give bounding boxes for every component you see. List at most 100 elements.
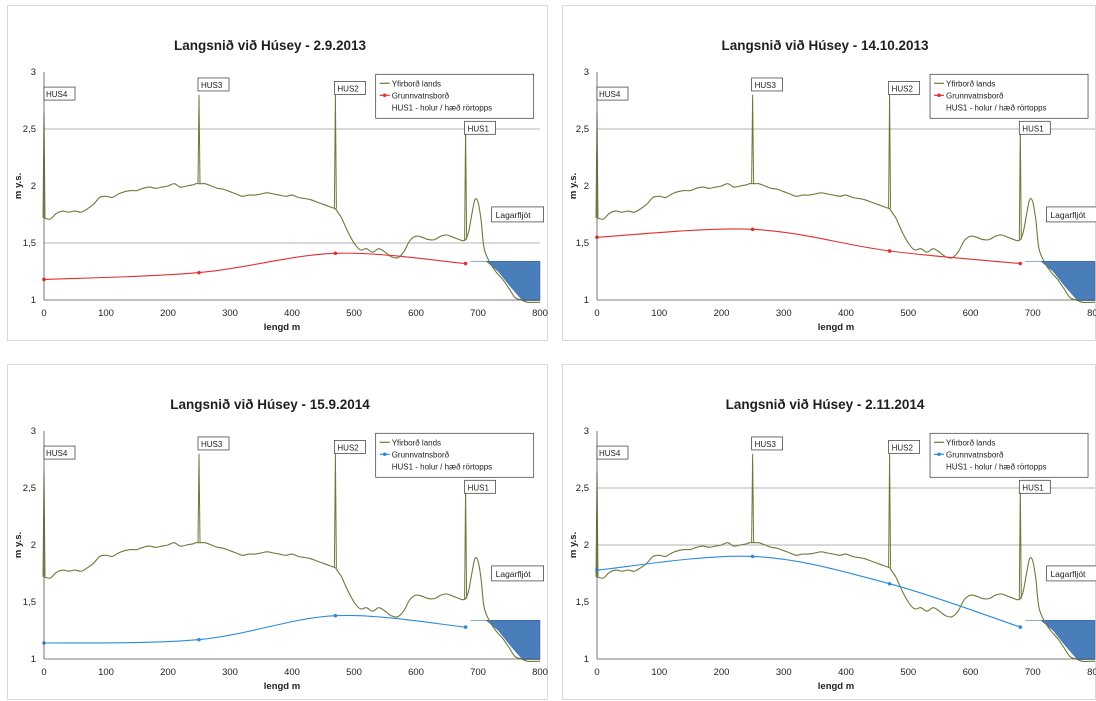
x-tick-label: 400 [838,667,854,678]
groundwater-point [463,261,468,266]
y-tick-label: 2 [31,540,36,551]
x-tick-label: 800 [532,308,548,319]
river-body [470,619,541,660]
river-label-box [1046,565,1096,582]
well-label: HUS1 [1022,124,1044,133]
x-tick-label: 200 [160,308,176,319]
y-tick-label: 1 [31,295,36,306]
x-tick-label: 700 [470,667,486,678]
well-label-box [43,445,76,460]
legend-entry: Yfirborð lands [392,438,441,447]
x-tick-label: 300 [222,667,238,678]
x-tick-label: 200 [160,667,176,678]
chart-svg-3: Langsnið við Húsey - 15.9.201411,522,530… [13,397,548,692]
well-label-box [334,440,366,454]
x-tick-label: 600 [963,308,979,319]
well-label: HUS3 [755,81,777,90]
ground-surface-line [43,541,540,663]
groundwater-point [197,270,201,275]
x-tick-label: 0 [41,308,46,319]
chart-svg-2: Langsnið við Húsey - 14.10.2013 1 1,5 2 2,5 3… [568,38,1096,333]
x-tick-label: 500 [900,308,916,319]
y-tick-label: 1 [584,654,589,665]
y-tick-label: 2,5 [576,124,589,135]
well-label: HUS1 [468,483,490,492]
y-tick-label: 1,5 [576,597,589,608]
legend-entry: Grunnvatnsborð [946,450,1004,459]
well-spike-hus1 [1018,126,1022,240]
legend-entry: Grunnvatnsborð [392,450,450,459]
x-tick-label: 600 [408,667,424,678]
well-label-box [43,86,76,101]
groundwater-point [333,251,338,256]
well-label: HUS3 [201,440,223,449]
x-tick-label: 700 [1025,667,1041,678]
well-label: HUS1 [468,124,490,133]
well-label: HUS4 [599,90,621,99]
river-label: Lagarfljót [1050,210,1086,220]
groundwater-point [1018,625,1023,629]
x-axis-label: lengd m [264,681,300,692]
well-spike-hus1 [464,485,468,599]
y-axis-label: m y.s. [568,532,579,558]
legend-entry: HUS1 - holur / hæð rörtopps [392,103,493,112]
legend-entry: HUS1 - holur / hæð rörtopps [946,462,1047,471]
x-tick-label: 100 [651,308,667,319]
well-label-box [751,436,783,451]
y-tick-label: 1 [31,654,36,665]
chart-title: Langsnið við Húsey - 2.11.2014 [726,397,925,412]
x-tick-label: 700 [470,308,486,319]
x-tick-label: 600 [408,308,424,319]
groundwater-point [197,637,201,642]
y-tick-label: 3 [31,67,36,78]
groundwater-point [750,554,755,559]
chart-svg-1: Langsnið við Húsey - 2.9.2013 1 1,5 2 2,5 3 0 1… [13,38,548,333]
groundwater-point [887,581,892,586]
well-spike-hus2 [888,94,892,209]
x-tick-label: 800 [1087,667,1096,678]
y-tick-label: 2,5 [23,124,36,135]
legend-marker-groundwater [382,93,387,98]
river-label-box [1046,206,1096,223]
legend-marker-groundwater [937,452,941,457]
river-label-box [491,565,544,582]
x-tick-label: 200 [714,667,730,678]
legend-box [375,432,535,478]
well-label-box [1018,120,1051,135]
groundwater-point [1018,261,1023,266]
groundwater-point [750,227,755,232]
well-label: HUS4 [46,449,68,458]
chart-panel-2: Langsnið við Húsey - 14.10.2013 1 1,5 2 2,5 3… [562,5,1096,341]
y-axis-label: m y.s. [13,532,24,558]
well-label: HUS2 [337,443,359,452]
well-spike-hus3 [197,94,201,184]
x-tick-label: 100 [98,667,114,678]
x-tick-label: 200 [714,308,730,319]
river-body [1025,619,1096,660]
x-tick-label: 400 [284,667,300,678]
well-label-box [1018,479,1051,494]
legend-entry: HUS1 - holur / hæð rörtopps [392,462,493,471]
y-tick-label: 2,5 [23,483,36,494]
well-label-box [751,77,783,92]
river-label: Lagarfljót [1050,569,1086,579]
x-tick-label: 500 [346,308,362,319]
well-spike-hus2 [333,94,337,209]
well-label: HUS2 [892,443,914,452]
river-label: Lagarfljót [496,569,532,579]
y-tick-label: 1 [584,295,589,306]
river-label: Lagarfljót [496,210,532,220]
x-tick-label: 300 [776,308,792,319]
groundwater-point [463,625,468,629]
x-tick-label: 0 [594,308,599,319]
chart-panel-1: Langsnið við Húsey - 2.9.2013 1 1,5 2 2,5 3 0 1… [7,5,548,341]
river-label-box [491,206,544,223]
well-spike-hus1 [1018,485,1022,599]
x-axis-label: lengd m [818,322,854,333]
chart-title: Langsnið við Húsey - 2.9.2013 [174,38,367,53]
groundwater-line [43,252,466,281]
well-label-box [596,445,629,460]
x-tick-label: 800 [532,667,548,678]
well-label: HUS3 [201,81,223,90]
groundwater-point [333,613,338,618]
